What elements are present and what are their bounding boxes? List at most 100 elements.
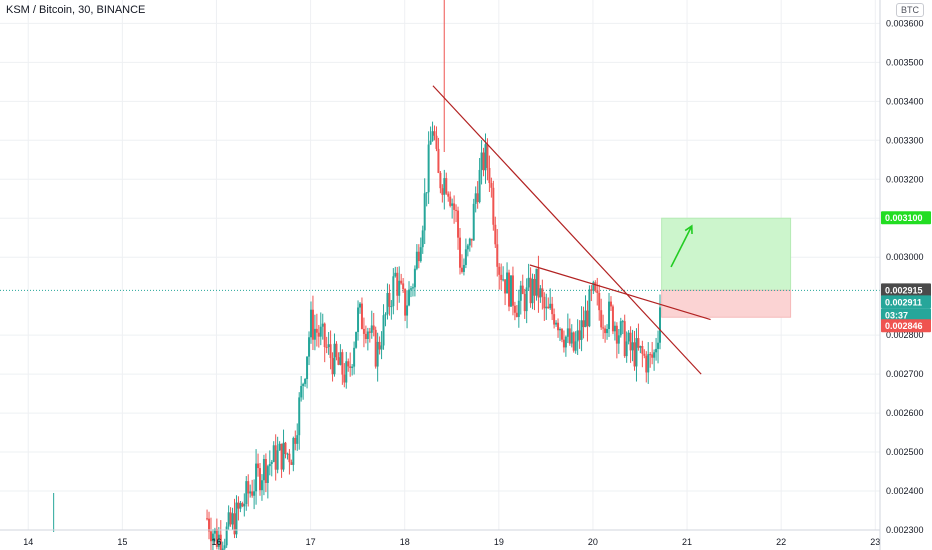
- candle-body: [286, 453, 289, 455]
- candle-body: [357, 307, 360, 332]
- candle-body: [657, 342, 660, 349]
- candle-body: [502, 279, 505, 281]
- candle-body: [596, 290, 599, 294]
- candle-body: [608, 301, 611, 329]
- candle-body: [209, 531, 212, 542]
- candle-body: [243, 503, 246, 507]
- candle-body: [404, 289, 407, 316]
- candle-body: [541, 288, 544, 297]
- position-zones[interactable]: [0, 217, 880, 318]
- candle-body: [227, 512, 230, 527]
- trendline: [432, 85, 702, 375]
- candle-body: [308, 337, 311, 357]
- candle-body: [562, 339, 565, 348]
- currency-badge[interactable]: BTC: [896, 3, 924, 17]
- candle-body: [333, 343, 336, 375]
- candle-body: [276, 450, 279, 470]
- candle-body: [588, 289, 591, 327]
- candle-body: [400, 280, 403, 284]
- candle-body: [331, 358, 334, 375]
- candle-body: [517, 300, 520, 317]
- candle-body: [568, 328, 571, 344]
- x-tick-label: 16: [211, 537, 221, 547]
- candle-body: [504, 279, 507, 294]
- candle-body: [359, 303, 361, 308]
- candle-body: [551, 303, 554, 315]
- symbol-title[interactable]: KSM / Bitcoin, 30, BINANCE: [6, 4, 146, 16]
- candle-body: [392, 276, 395, 307]
- x-tick-label: 17: [306, 537, 316, 547]
- y-tick-label: 0.003200: [886, 174, 924, 184]
- candle-body: [494, 224, 497, 245]
- x-tick-label: 19: [494, 537, 504, 547]
- candle-body: [294, 437, 297, 444]
- candle-body: [455, 209, 458, 211]
- last-price-tag: 0.002911: [881, 295, 931, 309]
- candle-body: [451, 203, 454, 206]
- y-tick-label: 0.003400: [886, 96, 924, 106]
- candle-body: [341, 352, 344, 375]
- price-tags: 0.003100 0.002915 0.002911 03:370.002846: [881, 211, 931, 333]
- candle-body: [274, 445, 277, 470]
- candle-body: [278, 443, 281, 451]
- candle-body: [213, 529, 216, 534]
- candle-body: [509, 275, 512, 307]
- stop-price-tag-bg: [881, 319, 931, 333]
- candle-body: [364, 333, 367, 340]
- candle-body: [319, 326, 322, 337]
- candle-body: [378, 341, 381, 350]
- y-tick-label: 0.002800: [886, 330, 924, 340]
- candle-body: [288, 453, 291, 463]
- candle-body: [559, 329, 561, 331]
- candle-body: [417, 251, 420, 262]
- trendlines[interactable]: [432, 85, 711, 375]
- candle-body: [529, 277, 532, 304]
- candle-body: [374, 329, 377, 367]
- countdown-tag: 03:37: [881, 308, 931, 322]
- candle-body: [441, 188, 444, 195]
- candle-body: [260, 480, 263, 491]
- candle-body: [490, 183, 493, 188]
- candle-body: [296, 435, 299, 444]
- candle-body: [492, 187, 495, 225]
- candle-body: [445, 178, 448, 194]
- candle-body: [337, 357, 340, 365]
- candle-body: [313, 328, 316, 340]
- candle-body: [647, 354, 650, 373]
- candle-body: [633, 342, 636, 367]
- candlestick-series: [53, 0, 661, 550]
- candle-body: [649, 354, 652, 356]
- y-tick-label: 0.002600: [886, 408, 924, 418]
- candle-body: [304, 379, 307, 384]
- candle-body: [578, 330, 581, 340]
- candle-body: [629, 332, 632, 351]
- candle-body: [398, 280, 401, 296]
- candle-body: [329, 344, 332, 359]
- candle-body: [508, 272, 511, 307]
- candle-body: [253, 491, 256, 496]
- candle-body: [511, 275, 514, 306]
- grid-lines: [0, 0, 880, 531]
- stop-zone: [661, 289, 792, 318]
- candle-body: [474, 193, 477, 204]
- candle-body: [237, 502, 240, 509]
- candle-body: [590, 289, 593, 291]
- candle-body: [525, 287, 528, 312]
- candle-body: [362, 328, 365, 334]
- candle-body: [215, 529, 218, 547]
- candle-body: [402, 283, 405, 290]
- candle-body: [266, 466, 269, 483]
- candle-body: [282, 442, 285, 470]
- candle-body: [506, 272, 509, 294]
- candle-body: [284, 442, 287, 455]
- candle-body: [439, 172, 442, 189]
- candle-body: [543, 296, 546, 309]
- target-price-tag-bg: [881, 211, 931, 225]
- candle-body: [231, 513, 234, 525]
- candle-body: [464, 249, 467, 265]
- candle-body: [233, 513, 236, 535]
- candle-body: [643, 353, 646, 356]
- candle-body: [376, 341, 379, 367]
- y-tick-label: 0.002300: [886, 525, 924, 535]
